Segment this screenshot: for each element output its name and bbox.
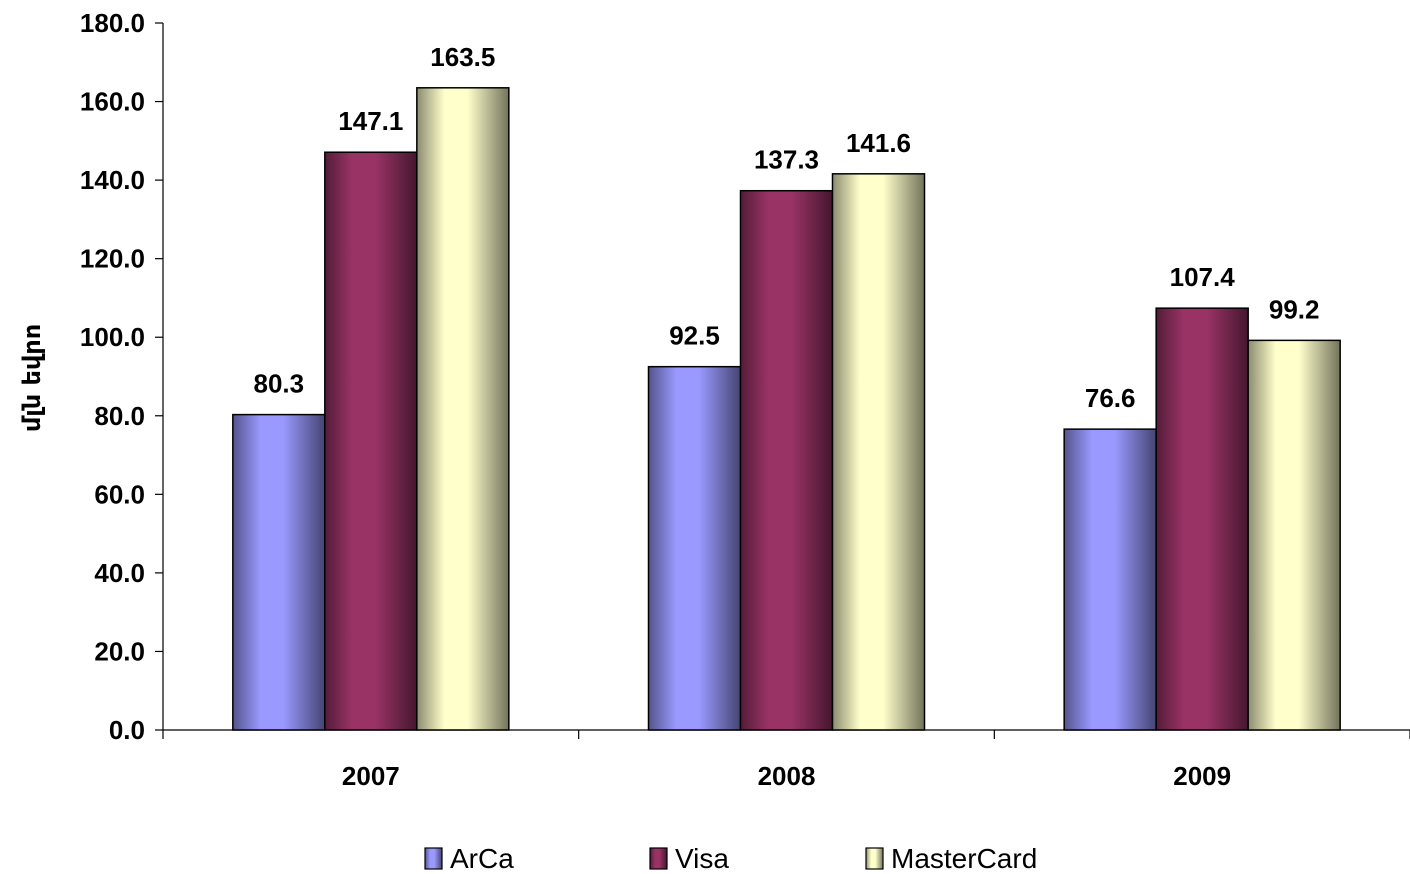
data-label: 107.4	[1170, 262, 1236, 292]
data-label: 92.5	[669, 321, 720, 351]
y-tick-label: 140.0	[80, 165, 145, 195]
bar-arca-2007	[232, 413, 326, 731]
legend-swatch-mastercard	[865, 847, 884, 870]
data-labels: 80.3 147.1 163.5 92.5 137.3 141.6 76.6 107.4 99.…	[254, 42, 1320, 413]
y-tick-label: 80.0	[94, 401, 145, 431]
x-axis: 2007 2008 2009	[162, 729, 1410, 791]
bar-mastercard-2009	[1247, 339, 1341, 731]
bar-mastercard-2008	[831, 173, 926, 731]
bar-mastercard-2007	[416, 87, 510, 731]
data-label: 147.1	[338, 106, 403, 136]
legend-swatch-visa	[649, 847, 668, 870]
bar-visa-2009	[1155, 307, 1249, 731]
legend-label-mastercard: MasterCard	[891, 843, 1037, 874]
y-tick-label: 0.0	[109, 715, 145, 745]
legend-swatch-arca	[424, 847, 443, 870]
y-axis: 0.0 20.0 40.0 60.0 80.0 100.0 120.0 140.0 160.0 1…	[80, 8, 164, 745]
data-label: 76.6	[1085, 383, 1136, 413]
bar-arca-2009	[1063, 428, 1157, 731]
y-tick-label: 120.0	[80, 244, 145, 274]
y-tick-label: 160.0	[80, 87, 145, 117]
y-axis-label: մլն եվրո	[18, 324, 46, 432]
bar-visa-2008	[739, 189, 834, 731]
bar-visa-2007	[324, 151, 418, 731]
bars	[232, 87, 1341, 731]
y-tick-label: 20.0	[94, 636, 145, 666]
x-tick-label: 2009	[1173, 761, 1231, 791]
legend: ArCa Visa MasterCard	[424, 843, 1037, 874]
data-label: 141.6	[846, 128, 911, 158]
bar-arca-2008	[647, 365, 742, 731]
y-tick-label: 180.0	[80, 8, 145, 38]
y-tick-label: 100.0	[80, 322, 145, 352]
data-label: 137.3	[754, 145, 819, 175]
legend-label-arca: ArCa	[450, 843, 514, 874]
data-label: 80.3	[254, 369, 305, 399]
data-label: 163.5	[430, 42, 495, 72]
x-tick-label: 2008	[758, 761, 816, 791]
y-tick-label: 60.0	[94, 479, 145, 509]
legend-label-visa: Visa	[675, 843, 729, 874]
x-tick-label: 2007	[342, 761, 400, 791]
y-tick-label: 40.0	[94, 558, 145, 588]
data-label: 99.2	[1269, 294, 1320, 324]
